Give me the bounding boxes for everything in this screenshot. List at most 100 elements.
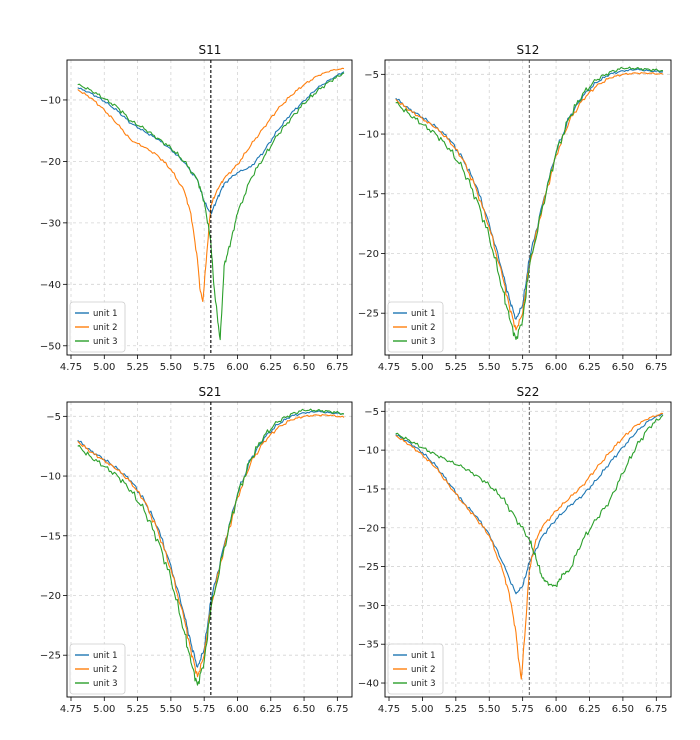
legend-box [387, 301, 444, 353]
legend-label: unit 1 [411, 651, 436, 661]
y-tick-label: −15 [40, 531, 61, 542]
legend-label: unit 2 [411, 665, 436, 675]
y-tick-label: −40 [358, 679, 379, 690]
legend-label: unit 2 [411, 323, 436, 333]
legend-box [69, 643, 126, 695]
legend-box [69, 301, 126, 353]
y-tick-label: −20 [40, 591, 61, 602]
x-tick-label: 4.75 [60, 704, 82, 715]
legend-box [387, 643, 444, 695]
y-tick-label: −30 [40, 218, 61, 229]
x-tick-label: 5.75 [193, 362, 215, 373]
x-tick-label: 6.50 [612, 704, 634, 715]
panel-s12: S12 4.75 5.00 5.25 5.50 5.75 6.00 6.25 6.50 6.75… [358, 43, 672, 373]
y-tick-label: −30 [358, 601, 379, 612]
y-tick-label: −5 [46, 412, 61, 423]
panel-title-s11: S11 [199, 43, 222, 57]
x-tick-label: 6.75 [645, 362, 667, 373]
series-line-unit-2 [395, 72, 664, 331]
legend-label: unit 3 [93, 337, 118, 347]
x-tick-label: 5.50 [478, 362, 500, 373]
x-tick-label: 5.50 [478, 704, 500, 715]
y-tick-label: −35 [358, 640, 379, 651]
x-tick-label: 6.75 [326, 362, 348, 373]
y-tick-label: −20 [358, 249, 379, 260]
x-tick-label: 6.50 [293, 362, 315, 373]
x-tick-label: 5.25 [126, 704, 148, 715]
x-tick-label: 6.00 [545, 704, 567, 715]
series-line-unit-2 [77, 67, 345, 303]
legend-label: unit 2 [93, 665, 118, 675]
x-tick-label: 4.75 [60, 362, 82, 373]
legend: unit 1 unit 2 unit 3 [387, 301, 444, 353]
x-tick-label: 5.75 [512, 362, 534, 373]
x-tick-label: 4.75 [378, 704, 400, 715]
x-tick-label: 5.50 [160, 704, 182, 715]
panel-title-s12: S12 [517, 43, 540, 57]
y-tick-label: −10 [358, 130, 379, 141]
y-tick-label: −10 [358, 446, 379, 457]
y-tick-label: −25 [40, 651, 61, 662]
series-line-unit-3 [395, 66, 664, 341]
y-tick-label: −40 [40, 280, 61, 291]
series-line-unit-2 [77, 414, 345, 678]
panel-s22: S22 4.75 5.00 5.25 5.50 5.75 6.00 6.25 6.50 6.75… [358, 385, 672, 715]
legend-label: unit 3 [93, 679, 118, 689]
panel-title-s22: S22 [517, 385, 540, 399]
series-line-unit-1 [77, 71, 345, 215]
x-tick-label: 6.00 [226, 704, 248, 715]
x-tick-label: 5.50 [160, 362, 182, 373]
x-tick-label: 6.75 [645, 704, 667, 715]
x-tick-label: 5.75 [512, 704, 534, 715]
panel-title-s21: S21 [199, 385, 222, 399]
legend: unit 1 unit 2 unit 3 [387, 643, 444, 695]
panel-s11: S11 4.75 5.00 5.25 5.50 5.75 6.00 6.25 6.50 6.75… [40, 43, 353, 373]
legend-label: unit 1 [93, 309, 118, 319]
y-tick-label: −20 [40, 157, 61, 168]
x-tick-label: 5.75 [193, 704, 215, 715]
x-tick-label: 6.00 [226, 362, 248, 373]
x-tick-label: 6.50 [612, 362, 634, 373]
panel-s21: S21 4.75 5.00 5.25 5.50 5.75 6.00 6.25 6.50 6.75… [40, 385, 353, 715]
axes-frame [66, 59, 353, 356]
y-tick-label: −5 [364, 70, 379, 81]
x-tick-label: 5.00 [411, 704, 433, 715]
y-tick-label: −25 [358, 309, 379, 320]
x-tick-label: 5.25 [445, 362, 467, 373]
x-tick-label: 6.25 [260, 704, 282, 715]
x-tick-label: 6.25 [578, 704, 600, 715]
x-tick-label: 6.50 [293, 704, 315, 715]
x-tick-label: 4.75 [378, 362, 400, 373]
series-line-unit-3 [77, 72, 345, 341]
legend-label: unit 1 [93, 651, 118, 661]
axes-frame [384, 401, 672, 698]
y-tick-label: −15 [358, 484, 379, 495]
series-line-unit-2 [395, 412, 664, 680]
x-tick-label: 5.25 [445, 704, 467, 715]
legend-label: unit 3 [411, 337, 436, 347]
x-tick-label: 5.00 [93, 362, 115, 373]
x-tick-label: 6.75 [326, 704, 348, 715]
x-tick-label: 6.25 [260, 362, 282, 373]
legend-label: unit 2 [93, 323, 118, 333]
y-tick-label: −10 [40, 472, 61, 483]
axes-frame [66, 401, 353, 698]
x-tick-label: 5.00 [93, 704, 115, 715]
x-tick-label: 5.00 [411, 362, 433, 373]
x-tick-label: 5.25 [126, 362, 148, 373]
x-tick-label: 6.25 [578, 362, 600, 373]
y-tick-label: −50 [40, 341, 61, 352]
series-line-unit-1 [395, 68, 664, 320]
legend-label: unit 1 [411, 309, 436, 319]
y-tick-label: −20 [358, 523, 379, 534]
series-line-unit-3 [395, 414, 664, 588]
series-line-unit-3 [77, 408, 345, 686]
x-tick-label: 6.00 [545, 362, 567, 373]
axes-frame [384, 59, 672, 356]
y-tick-label: −10 [40, 95, 61, 106]
y-tick-label: −25 [358, 562, 379, 573]
legend: unit 1 unit 2 unit 3 [69, 643, 126, 695]
y-tick-label: −5 [364, 407, 379, 418]
y-tick-label: −15 [358, 189, 379, 200]
